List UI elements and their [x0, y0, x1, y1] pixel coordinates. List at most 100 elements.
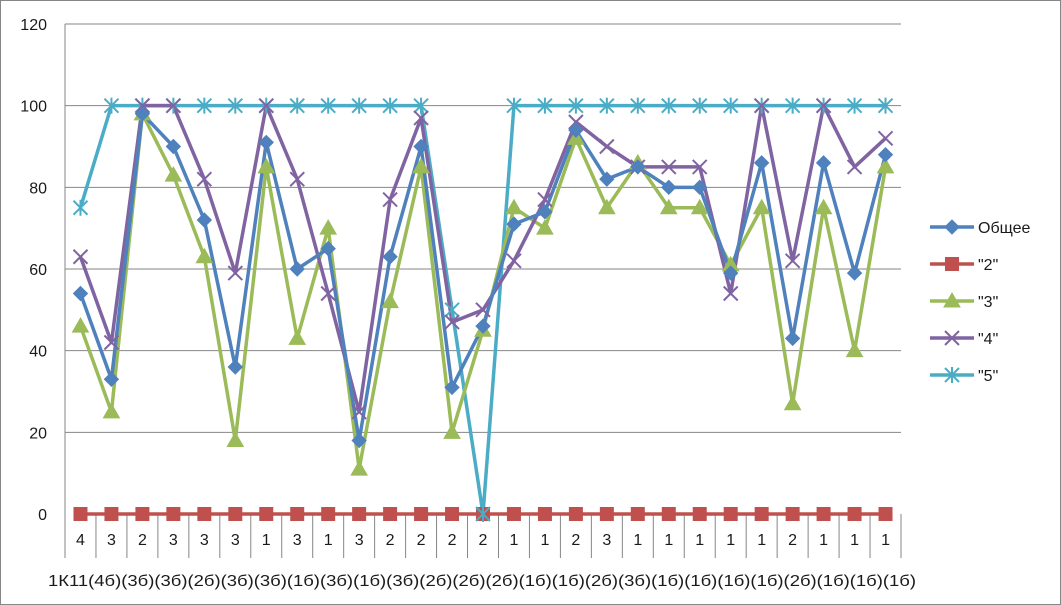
marker-x [72, 249, 89, 265]
marker-diamond [944, 219, 960, 235]
marker-x [877, 130, 894, 147]
marker-x [165, 97, 182, 114]
marker-triangle [752, 198, 771, 215]
marker-diamond [382, 249, 398, 265]
marker-diamond [599, 171, 615, 187]
y-tick-label: 60 [29, 262, 47, 279]
marker-diamond [134, 106, 151, 122]
marker-triangle [257, 157, 276, 174]
marker-x [196, 171, 213, 187]
marker-square [104, 507, 119, 521]
marker-diamond [722, 265, 739, 281]
marker-x [227, 265, 244, 281]
y-tick-label: 120 [20, 17, 47, 34]
marker-star [289, 97, 305, 114]
marker-star [692, 97, 708, 114]
x-tick-label: 1 [757, 532, 766, 549]
marker-x [258, 97, 274, 114]
marker-star [196, 97, 213, 114]
marker-x [784, 253, 801, 269]
marker-star [877, 97, 894, 114]
marker-x [753, 97, 770, 114]
x-tick-label: 1 [510, 532, 519, 549]
marker-x [320, 285, 336, 302]
x-axis: 4 3 2 3 3 3 1 3 1 3 2 2 2 2 1 1 2 3 1 1 1 1 1 2 1 1 1 1К11(4б)(3б)(… [48, 24, 916, 590]
marker-star [661, 97, 677, 114]
marker-square [445, 507, 460, 521]
y-tick-label: 80 [29, 180, 47, 197]
marker-diamond [877, 146, 894, 163]
marker-square [321, 507, 336, 521]
marker-diamond [506, 216, 522, 232]
marker-x [475, 302, 491, 318]
marker-star [320, 97, 336, 114]
x-tick-label: 2 [417, 532, 426, 549]
marker-square [599, 507, 614, 521]
marker-square [816, 507, 831, 521]
marker-square [537, 507, 552, 521]
marker-triangle [226, 431, 245, 447]
marker-diamond [692, 179, 708, 196]
marker-square [290, 507, 305, 521]
marker-square [414, 507, 429, 521]
marker-x [568, 114, 584, 130]
marker-star [630, 97, 646, 114]
x-tick-label: 1 [540, 532, 549, 549]
marker-diamond [815, 155, 832, 171]
x-tick-label: 4 [76, 532, 85, 549]
marker-square [259, 507, 274, 521]
marker-diamond [413, 138, 429, 155]
x-tick-label: 1 [850, 532, 859, 549]
marker-x [599, 138, 615, 155]
x-tick-label: 3 [293, 532, 302, 549]
y-tick-label: 100 [20, 99, 47, 116]
x-tick-label: 1 [695, 532, 704, 549]
marker-diamond [846, 265, 863, 281]
y-tick-label: 0 [38, 507, 47, 524]
marker-triangle [350, 460, 369, 476]
marker-star [475, 506, 491, 522]
marker-star [568, 97, 584, 114]
marker-diamond [289, 261, 305, 277]
marker-square [73, 507, 88, 521]
marker-square [723, 507, 738, 521]
marker-x [661, 159, 677, 175]
marker-star [846, 97, 863, 114]
marker-square [630, 507, 645, 521]
legend-label: "2" [978, 257, 998, 274]
marker-star [537, 97, 553, 114]
x-tick-label: 1 [633, 532, 642, 549]
series-markers [71, 97, 895, 522]
marker-triangle [690, 198, 709, 215]
marker-star [382, 97, 398, 114]
x-tick-label: 1 [664, 532, 673, 549]
legend: Общее "2" "3" "4" "5" [930, 219, 1030, 385]
marker-triangle [443, 423, 461, 439]
legend-label: Общее [978, 220, 1030, 237]
marker-star [413, 97, 429, 114]
marker-star [227, 97, 244, 114]
marker-x [351, 404, 367, 420]
marker-diamond [165, 138, 182, 155]
x-tick-label: 2 [571, 532, 580, 549]
marker-square [135, 507, 150, 521]
marker-square [754, 507, 769, 521]
marker-square [166, 507, 181, 521]
marker-diamond [475, 318, 491, 334]
marker-star [351, 97, 367, 114]
marker-diamond [351, 432, 367, 449]
marker-diamond [196, 212, 213, 228]
marker-x [722, 285, 739, 302]
marker-star [72, 199, 89, 216]
marker-triangle [597, 198, 616, 215]
marker-diamond [258, 134, 274, 151]
marker-star [722, 97, 739, 114]
marker-triangle [845, 341, 864, 358]
marker-diamond [103, 371, 120, 387]
marker-square [506, 507, 521, 521]
x-tick-label: 1 [726, 532, 735, 549]
x-tick-label: 1 [819, 532, 828, 549]
x-group-labels: 1К11(4б)(3б)(3б)(2б)(3б)(3б)(1б)(3б)(1б)… [48, 573, 916, 590]
gridlines [65, 23, 901, 433]
marker-triangle [102, 402, 121, 419]
